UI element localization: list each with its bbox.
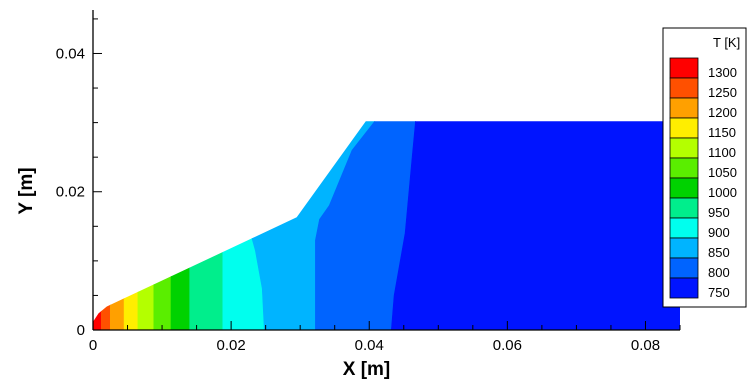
legend-label-1050: 1050: [708, 165, 737, 180]
legend-swatch-750: [669, 277, 699, 299]
contour-band-1300: [93, 121, 102, 330]
legend-swatch-1300: [669, 57, 699, 79]
legend-label-1100: 1100: [708, 145, 736, 160]
legend-label-1150: 1150: [708, 125, 736, 140]
contour-bands: [93, 121, 680, 330]
legend-label-1250: 1250: [708, 85, 737, 100]
legend-label-1200: 1200: [708, 105, 737, 120]
x-tick-label: 0: [89, 337, 97, 354]
legend-label-900: 900: [708, 225, 730, 240]
y-ticks: 0 0.02 0.04: [56, 18, 102, 339]
contour-band-1050: [153, 121, 172, 330]
contour-band-1200: [110, 121, 125, 330]
legend-label-950: 950: [708, 205, 730, 220]
x-tick-label: 0.08: [631, 337, 660, 354]
legend-swatch-1250: [669, 77, 699, 99]
legend-swatch-800: [669, 257, 699, 279]
x-tick-label: 0.06: [493, 337, 522, 354]
legend-items: 1300 1250 1200 1150 1100 1050 1000 950 900 850 800…: [669, 57, 737, 300]
contour-band-900: [222, 121, 265, 330]
contour-band-750: [390, 121, 680, 330]
legend-swatch-950: [669, 197, 699, 219]
x-ticks: 0 0.02 0.04 0.06 0.08: [89, 321, 681, 354]
legend-label-850: 850: [708, 245, 730, 260]
contour-band-1100: [137, 121, 155, 330]
y-axis-title: Y [m]: [16, 167, 37, 214]
legend-swatch-1050: [669, 157, 699, 179]
contour-band-1000: [170, 121, 190, 330]
legend-swatch-900: [669, 217, 699, 239]
legend-swatch-1150: [669, 117, 699, 139]
y-tick-label: 0: [77, 322, 85, 339]
legend-swatch-1100: [669, 137, 699, 159]
axes: 0 0.02 0.04 0.06 0.08 0 0.02 0.04: [56, 10, 681, 354]
y-tick-label: 0.04: [56, 45, 85, 62]
legend-title: T [K]: [713, 35, 740, 50]
x-tick-label: 0.04: [355, 337, 384, 354]
contour-band-1250: [101, 121, 111, 330]
legend-swatch-1000: [669, 177, 699, 199]
legend-label-1300: 1300: [708, 65, 737, 80]
legend-swatch-850: [669, 237, 699, 259]
x-tick-label: 0.02: [217, 337, 246, 354]
x-axis-title: X [m]: [343, 359, 391, 380]
contour-band-950: [189, 121, 224, 330]
legend-label-750: 750: [708, 285, 730, 300]
legend-label-800: 800: [708, 265, 730, 280]
y-tick-label: 0.02: [56, 184, 85, 201]
legend: T [K] 1300 1250 1200 1150 1100 1050 1000 950 900…: [662, 27, 747, 308]
legend-label-1000: 1000: [708, 185, 737, 200]
contour-band-1150: [123, 121, 139, 330]
legend-swatch-1200: [669, 97, 699, 119]
